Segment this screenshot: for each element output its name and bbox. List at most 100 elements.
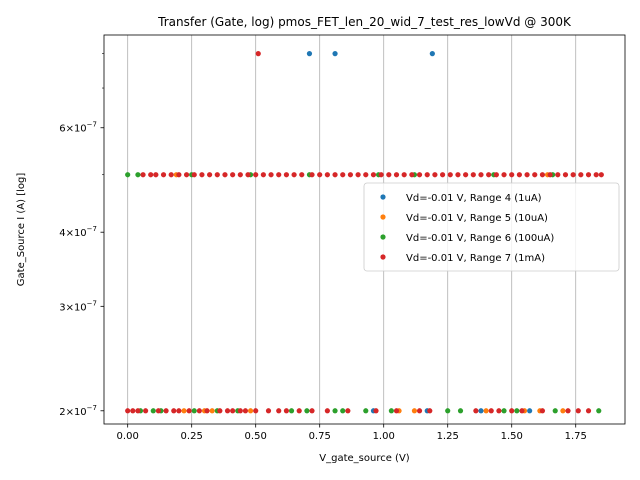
data-point: [324, 172, 330, 178]
data-point: [386, 172, 392, 178]
data-point: [486, 172, 492, 178]
data-point: [401, 172, 407, 178]
data-point: [296, 408, 302, 414]
data-point: [163, 408, 169, 414]
data-point: [304, 408, 310, 414]
y-tick-label: 2×10−7: [59, 404, 97, 418]
data-point: [393, 408, 400, 414]
data-point: [585, 408, 592, 414]
data-point: [552, 408, 558, 414]
data-point: [470, 172, 476, 178]
x-tick-label: 1.50: [501, 431, 523, 442]
data-point: [514, 408, 520, 414]
y-tick-label: 3×10−7: [59, 299, 97, 313]
data-point: [140, 172, 146, 178]
data-point: [125, 172, 131, 178]
x-tick-label: 0.00: [117, 431, 139, 442]
data-point: [324, 408, 330, 414]
legend-box: [363, 182, 620, 272]
data-point: [483, 408, 489, 414]
data-point: [473, 408, 479, 414]
data-point: [340, 408, 346, 414]
data-point: [150, 408, 156, 414]
data-point: [199, 172, 205, 178]
data-point: [488, 408, 494, 414]
x-tick-label: 0.75: [309, 431, 331, 442]
data-point: [478, 408, 484, 414]
data-point: [247, 408, 254, 414]
data-point: [439, 172, 446, 178]
data-point: [478, 172, 484, 178]
data-point: [230, 172, 236, 178]
data-point: [255, 51, 261, 57]
data-point: [596, 408, 602, 414]
data-point: [562, 172, 569, 178]
legend-marker: [380, 254, 386, 260]
data-point: [432, 172, 438, 178]
data-point: [373, 408, 379, 414]
x-tick-label: 1.00: [373, 431, 395, 442]
data-point: [429, 51, 435, 57]
data-point: [183, 172, 190, 178]
data-point: [291, 172, 297, 178]
data-point: [516, 172, 522, 178]
data-point: [253, 172, 259, 178]
data-point: [125, 408, 131, 414]
data-point: [560, 408, 566, 414]
data-point: [253, 408, 259, 414]
data-point: [424, 172, 430, 178]
data-point: [135, 408, 141, 414]
data-point: [171, 408, 177, 414]
data-point: [288, 408, 295, 414]
data-point: [148, 172, 154, 178]
data-point: [345, 408, 351, 414]
data-point: [260, 172, 266, 178]
legend-marker: [380, 234, 386, 240]
data-point: [204, 408, 210, 414]
data-point: [176, 408, 182, 414]
data-point: [242, 408, 249, 414]
data-point: [570, 172, 576, 178]
data-point: [363, 408, 369, 414]
data-point: [416, 172, 423, 178]
data-point: [160, 172, 167, 178]
data-point: [317, 172, 323, 178]
data-point: [519, 408, 525, 414]
data-point: [370, 172, 377, 178]
data-point: [427, 408, 433, 414]
data-point: [539, 408, 546, 414]
data-point: [332, 51, 338, 57]
data-point: [509, 408, 515, 414]
data-point: [209, 408, 215, 414]
data-point: [524, 172, 530, 178]
data-point: [463, 172, 469, 178]
data-point: [393, 172, 400, 178]
data-point: [217, 408, 223, 414]
data-point: [447, 172, 453, 178]
data-point: [143, 408, 149, 414]
data-point: [130, 408, 136, 414]
legend-marker: [380, 214, 386, 220]
data-point: [155, 408, 162, 414]
data-point: [355, 172, 361, 178]
data-point: [135, 172, 141, 178]
data-point: [347, 172, 354, 178]
data-point: [268, 172, 274, 178]
data-point: [509, 172, 515, 178]
data-point: [455, 172, 461, 178]
y-tick-label: 6×10−7: [59, 121, 97, 135]
data-point: [363, 172, 369, 178]
data-point: [283, 408, 290, 414]
data-point: [306, 51, 313, 57]
legend: Vd=-0.01 V, Range 4 (1uA) Vd=-0.01 V, Ran…: [363, 182, 620, 272]
data-point: [555, 172, 561, 178]
data-point: [309, 172, 315, 178]
legend-label: Vd=-0.01 V, Range 7 (1mA): [406, 253, 545, 264]
data-point: [565, 408, 571, 414]
data-point: [409, 172, 415, 178]
data-point: [378, 172, 384, 178]
legend-marker: [380, 194, 386, 200]
data-point: [332, 408, 338, 414]
x-tick-label: 1.75: [565, 431, 587, 442]
